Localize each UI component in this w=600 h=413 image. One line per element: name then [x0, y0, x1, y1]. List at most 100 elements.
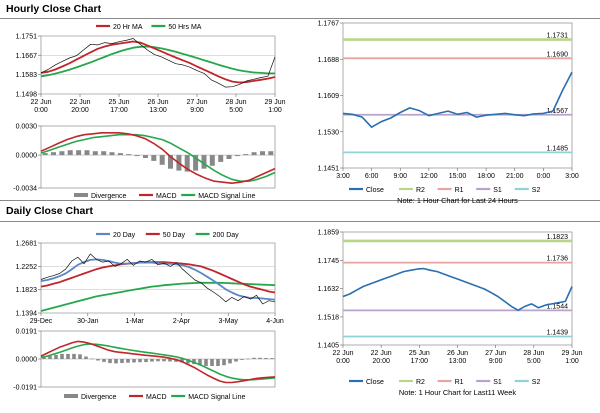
y-tick-label: 1.1632: [318, 286, 340, 293]
y-tick-label: -0.0034: [13, 186, 37, 193]
daily-levels-legend-label: R1: [455, 379, 464, 386]
hourly-levels-legend-label: R1: [455, 187, 464, 194]
divergence-bar: [126, 359, 130, 363]
daily-price-20-day-line: [40, 258, 276, 301]
x-tick-label: 28 Jun: [225, 99, 246, 106]
divergence-bar: [134, 155, 140, 157]
x-tick-label: 13:00: [149, 107, 167, 114]
x-tick-label: 18:00: [477, 173, 495, 180]
y-tick-label: -0.0191: [13, 385, 37, 392]
y-tick-label: 1.1394: [16, 311, 38, 318]
divergence-bar: [42, 153, 48, 155]
hourly-levels-note: Note: 1 Hour Chart for Last 24 Hours: [397, 196, 518, 205]
daily-price-legend-label: 200 Day: [213, 232, 240, 239]
divergence-bar: [168, 155, 173, 169]
daily-price-legend-label: 20 Day: [113, 232, 136, 239]
hourly-price-legend-label: 50 Hrs MA: [168, 24, 201, 31]
daily-levels-legend-label: S2: [532, 379, 541, 386]
divergence-bar: [101, 151, 107, 156]
daily-levels-s1-label: 1.1544: [547, 303, 569, 310]
divergence-bar: [264, 358, 268, 359]
hourly-section-title: Hourly Close Chart: [6, 3, 102, 15]
divergence-bar: [243, 154, 249, 156]
y-tick-label: 1.1609: [318, 93, 340, 100]
daily-levels-legend-label: R2: [416, 379, 425, 386]
x-tick-label: 26 Jun: [447, 350, 468, 357]
divergence-bar: [252, 357, 256, 359]
divergence-bar: [108, 359, 112, 364]
x-tick-label: 13:00: [449, 358, 467, 365]
divergence-bar: [59, 151, 65, 156]
x-tick-label: 12:00: [420, 173, 438, 180]
y-tick-label: 1.1583: [16, 72, 38, 79]
x-tick-label: 9:00: [489, 358, 503, 365]
divergence-bar: [156, 359, 160, 362]
divergence-bar: [60, 353, 64, 359]
x-tick-label: 28 Jun: [523, 350, 544, 357]
divergence-bar: [159, 155, 165, 165]
divergence-bar: [51, 152, 56, 156]
hourly-macd-signal-line: [40, 133, 276, 182]
daily-price-200-day-line: [40, 281, 276, 312]
divergence-bar: [54, 354, 58, 359]
divergence-bar: [226, 155, 232, 159]
divergence-bar: [234, 359, 238, 362]
daily-macd-signal-line: [40, 343, 276, 381]
y-tick-label: 1.1667: [16, 53, 38, 60]
daily-macd-legend-swatch: [64, 394, 78, 398]
divergence-bar: [268, 151, 274, 156]
divergence-bar: [186, 359, 190, 364]
x-tick-label: 0:00: [336, 358, 350, 365]
hourly-levels-legend-label: S2: [532, 187, 541, 194]
hourly-price-close-line: [40, 38, 276, 88]
hourly-price-20-hr-ma-line: [40, 40, 276, 84]
divergence-bar: [260, 151, 265, 156]
divergence-bar: [246, 358, 250, 360]
y-tick-label: 0.0191: [16, 329, 38, 336]
x-tick-label: 3:00: [336, 173, 350, 180]
x-tick-label: 4-Jun: [266, 318, 284, 325]
x-tick-label: 20:00: [372, 358, 390, 365]
x-tick-label: 2-Apr: [173, 318, 191, 325]
y-tick-label: 1.2252: [16, 264, 38, 271]
daily-price-legend-label: 50 Day: [163, 232, 186, 239]
hourly-macd-frame: [40, 125, 276, 189]
divergence-bar: [92, 151, 98, 156]
hourly-levels-legend-label: S1: [493, 187, 502, 194]
hourly-levels-s2-label: 1.1485: [547, 145, 569, 152]
x-tick-label: 21:00: [506, 173, 524, 180]
x-tick-label: 1:00: [268, 107, 282, 114]
divergence-bar: [117, 153, 123, 155]
divergence-bar: [132, 359, 136, 363]
y-tick-label: 1.1767: [318, 21, 340, 28]
x-tick-label: 26 Jun: [147, 99, 168, 106]
divergence-bar: [209, 155, 215, 166]
y-tick-label: 1.1823: [16, 287, 38, 294]
daily-levels-close-line: [342, 267, 573, 312]
y-tick-label: 0.0000: [16, 153, 38, 160]
x-tick-label: 0:00: [34, 107, 48, 114]
divergence-bar: [114, 359, 118, 364]
divergence-bar: [222, 359, 226, 366]
divergence-bar: [84, 356, 88, 359]
divergence-bar: [210, 359, 214, 366]
divergence-bar: [162, 359, 166, 362]
divergence-bar: [96, 359, 100, 361]
hourly-title-rule: [0, 18, 600, 19]
x-tick-label: 22 Jun: [371, 350, 392, 357]
divergence-bar: [67, 150, 73, 155]
hourly-price-frame: [40, 35, 276, 95]
y-tick-label: 1.1751: [16, 34, 38, 41]
x-tick-label: 30-Jan: [77, 318, 99, 325]
x-tick-label: 1:00: [565, 358, 579, 365]
divergence-bar: [180, 359, 184, 363]
divergence-bar: [251, 152, 257, 156]
y-tick-label: 1.1530: [318, 129, 340, 136]
y-tick-label: 1.1518: [318, 314, 340, 321]
hourly-macd-legend-label: MACD: [156, 193, 177, 200]
x-tick-label: 3:00: [565, 173, 579, 180]
x-tick-label: 9:00: [190, 107, 204, 114]
divergence-bar: [143, 155, 148, 158]
daily-levels-r1-label: 1.1736: [547, 256, 569, 263]
